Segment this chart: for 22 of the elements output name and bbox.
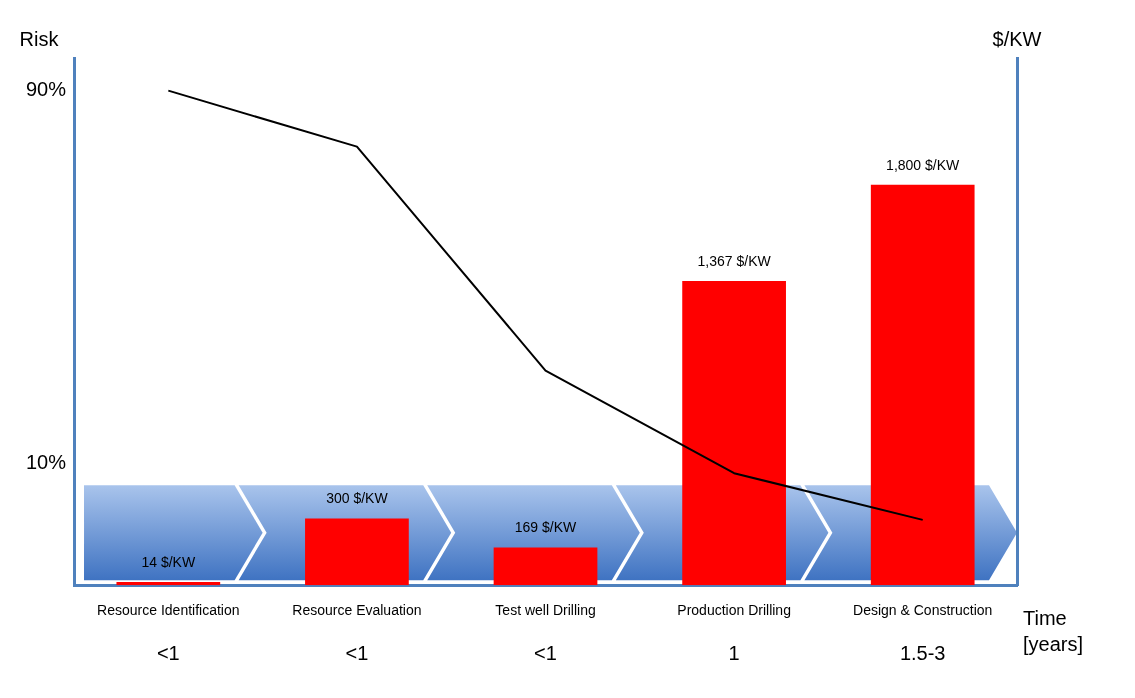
y2-axis-title: $/KW: [992, 28, 1042, 50]
text: <1: [534, 642, 557, 665]
data-label: 14 $/KW: [141, 553, 196, 570]
data-label: 1,800 $/KW: [886, 156, 961, 173]
data-label: 1,367 $/KW: [697, 252, 772, 269]
x-tick-label: Test well Drilling: [495, 602, 596, 619]
bar: [493, 547, 598, 586]
text: 1: [728, 642, 740, 665]
y-tick-label: 90%: [26, 78, 67, 101]
x-tick-label: Design & Construction: [853, 602, 993, 619]
y-axis-title: Risk: [19, 28, 60, 50]
x-tick-label: Resource Identification: [97, 602, 240, 619]
text: <1: [345, 642, 369, 665]
bar: [116, 582, 221, 586]
x-tick-label: Resource Evaluation: [292, 602, 422, 619]
text: <1: [156, 642, 180, 665]
x-tick-label: Production Drilling: [677, 602, 791, 619]
data-label: 169 $/KW: [514, 519, 578, 536]
x-axis-title: Time [years]: [1023, 607, 1084, 656]
text: 1.5-3: [899, 642, 946, 665]
y-tick-label: 10%: [26, 451, 67, 474]
data-label: 300 $/KW: [326, 490, 389, 507]
